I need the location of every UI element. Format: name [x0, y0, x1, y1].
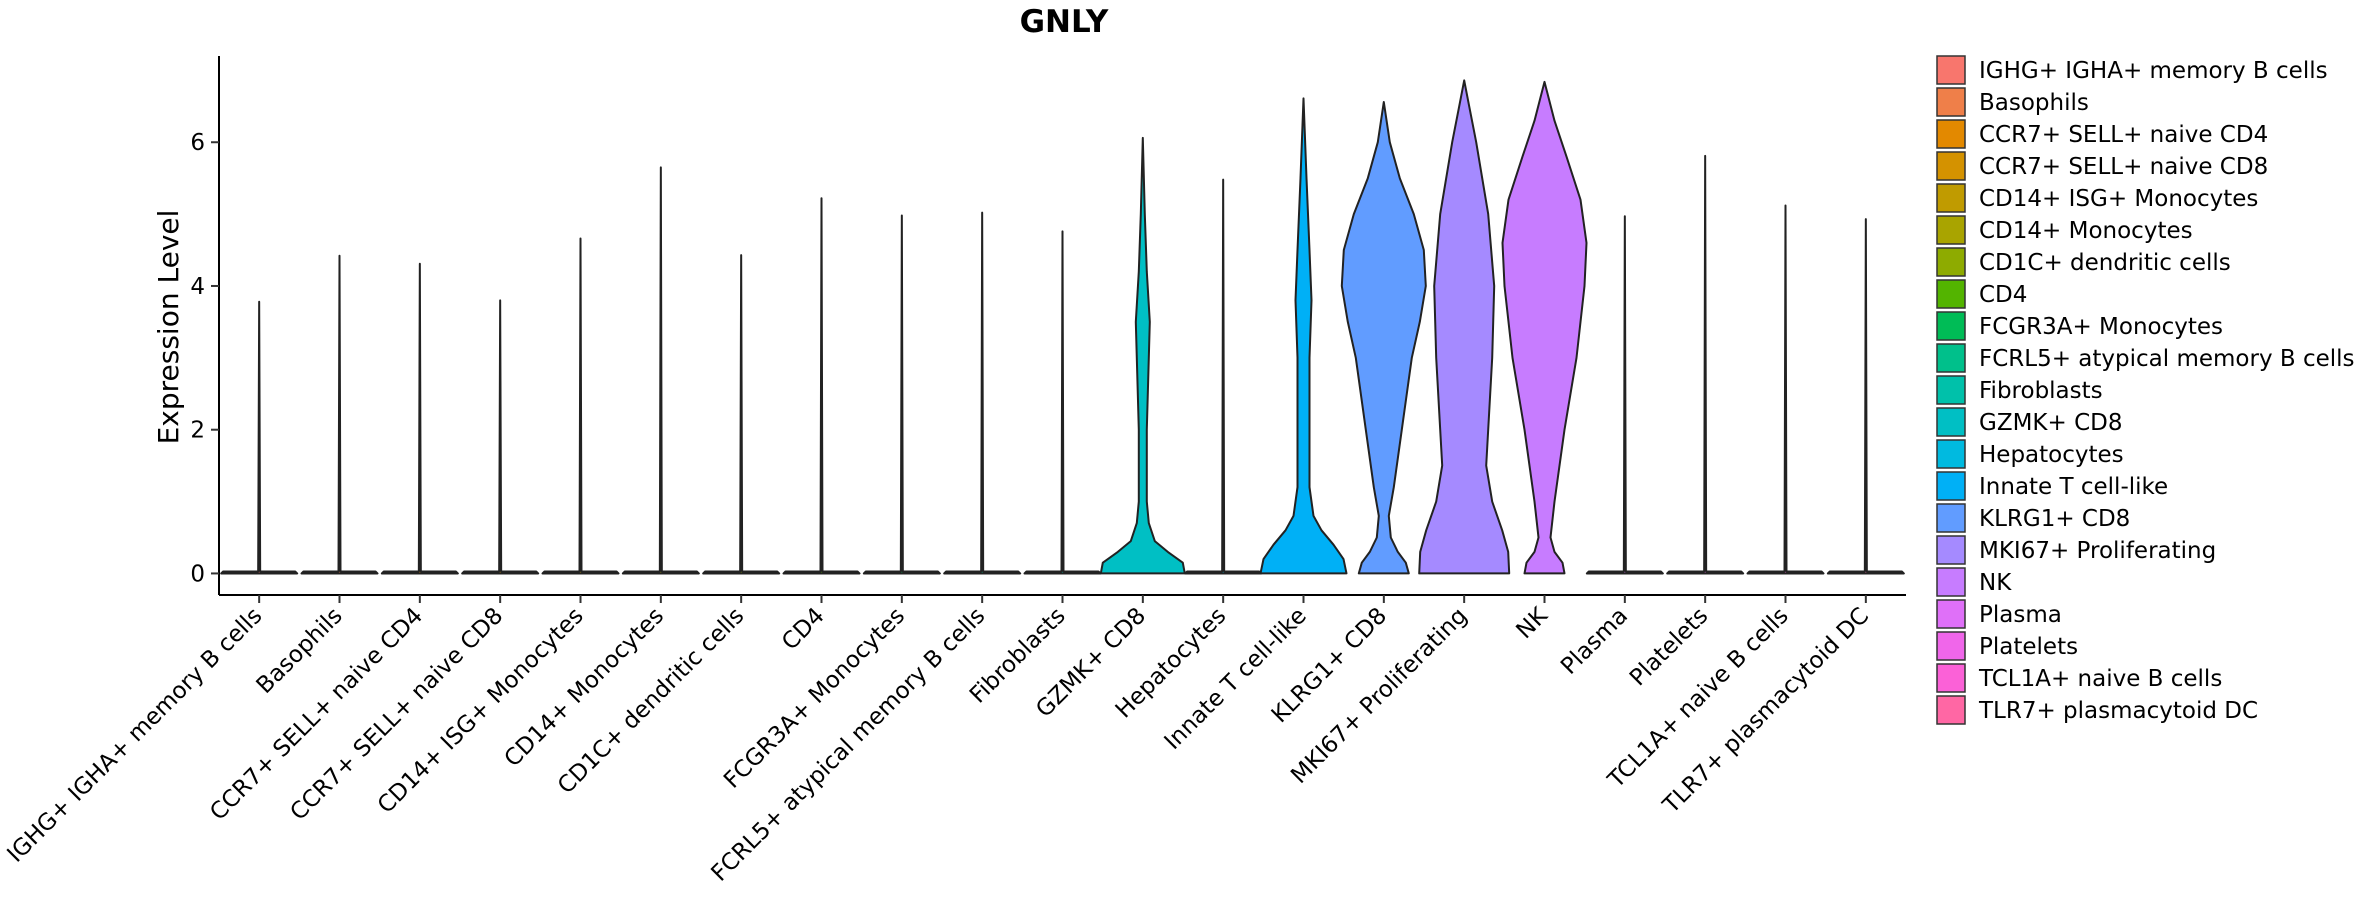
violin-5: [541, 237, 620, 575]
y-tick-label: 4: [190, 274, 205, 300]
legend-label: NK: [1979, 570, 2012, 596]
y-tick-label: 0: [190, 561, 205, 587]
x-tick-label: CD14+ Monocytes: [500, 603, 669, 772]
violin-18: [1585, 215, 1664, 575]
violin-9: [862, 214, 941, 575]
legend-key: [1936, 279, 1966, 309]
legend-key: [1936, 631, 1966, 661]
violin-20: [1746, 204, 1825, 575]
legend-label: TLR7+ plasmacytoid DC: [1978, 698, 2258, 724]
legend-key: [1936, 375, 1966, 405]
legend-label: FCRL5+ atypical memory B cells: [1979, 346, 2355, 372]
legend-label: Platelets: [1979, 634, 2078, 660]
x-tick-label: CD4: [777, 603, 830, 656]
violin-1: [220, 300, 299, 575]
legend-label: CD1C+ dendritic cells: [1979, 250, 2231, 276]
legend-label: Basophils: [1979, 90, 2089, 116]
violin-11: [1023, 230, 1102, 575]
legend-label: KLRG1+ CD8: [1979, 506, 2130, 532]
legend-label: CD14+ ISG+ Monocytes: [1979, 186, 2258, 212]
legend-key: [1936, 439, 1966, 469]
violin-10: [943, 211, 1022, 575]
y-axis-title: Expression Level: [152, 210, 185, 445]
violin-7: [702, 254, 781, 575]
legend-label: FCGR3A+ Monocytes: [1979, 314, 2223, 340]
violin-17: [1501, 80, 1588, 575]
legend: IGHG+ IGHA+ memory B cells Basophils CCR7+…: [1936, 55, 2355, 725]
x-tick-label: NK: [1512, 602, 1554, 644]
legend-label: CD14+ Monocytes: [1979, 218, 2193, 244]
legend-key: [1936, 663, 1966, 693]
violin-15: [1340, 101, 1427, 575]
legend-key: [1936, 311, 1966, 341]
legend-key: [1936, 407, 1966, 437]
legend-key: [1936, 55, 1966, 85]
legend-key: [1936, 119, 1966, 149]
legend-label: CD4: [1979, 282, 2027, 308]
legend-label: Plasma: [1979, 602, 2062, 628]
legend-label: GZMK+ CD8: [1979, 410, 2123, 436]
legend-key: [1936, 567, 1966, 597]
legend-key: [1936, 183, 1966, 213]
legend-key: [1936, 599, 1966, 629]
violin-6: [621, 166, 700, 575]
legend-label: IGHG+ IGHA+ memory B cells: [1979, 58, 2328, 84]
legend-key: [1936, 535, 1966, 565]
violin-13: [1184, 178, 1263, 575]
x-tick-label: Innate T cell-like: [1160, 603, 1312, 755]
legend-key: [1936, 503, 1966, 533]
violin-2: [300, 254, 379, 575]
legend-key: [1936, 343, 1966, 373]
violin-12: [1099, 136, 1186, 575]
legend-label: TCL1A+ naive B cells: [1978, 666, 2222, 692]
x-tick-label: IGHG+ IGHA+ memory B cells: [3, 603, 268, 868]
legend-label: CCR7+ SELL+ naive CD4: [1979, 122, 2268, 148]
legend-key: [1936, 247, 1966, 277]
legend-label: MKI67+ Proliferating: [1979, 538, 2216, 564]
legend-key: [1936, 215, 1966, 245]
chart-title: GNLY: [1020, 4, 1109, 40]
violin-4: [461, 299, 540, 575]
violin-19: [1666, 154, 1745, 575]
legend-label: Hepatocytes: [1979, 442, 2124, 468]
legend-key: [1936, 471, 1966, 501]
legend-label: CCR7+ SELL+ naive CD8: [1979, 154, 2268, 180]
y-tick-label: 6: [190, 130, 205, 156]
violin-14: [1259, 97, 1348, 575]
violin-3: [380, 262, 459, 575]
legend-key: [1936, 695, 1966, 725]
x-tick-label: Plasma: [1556, 603, 1633, 680]
violin-21: [1826, 218, 1905, 575]
violin-8: [782, 197, 861, 575]
legend-label: Innate T cell-like: [1979, 474, 2168, 500]
legend-label: Fibroblasts: [1979, 378, 2103, 404]
y-tick-label: 2: [190, 418, 205, 444]
legend-key: [1936, 87, 1966, 117]
legend-key: [1936, 151, 1966, 181]
violin-16: [1418, 79, 1511, 575]
